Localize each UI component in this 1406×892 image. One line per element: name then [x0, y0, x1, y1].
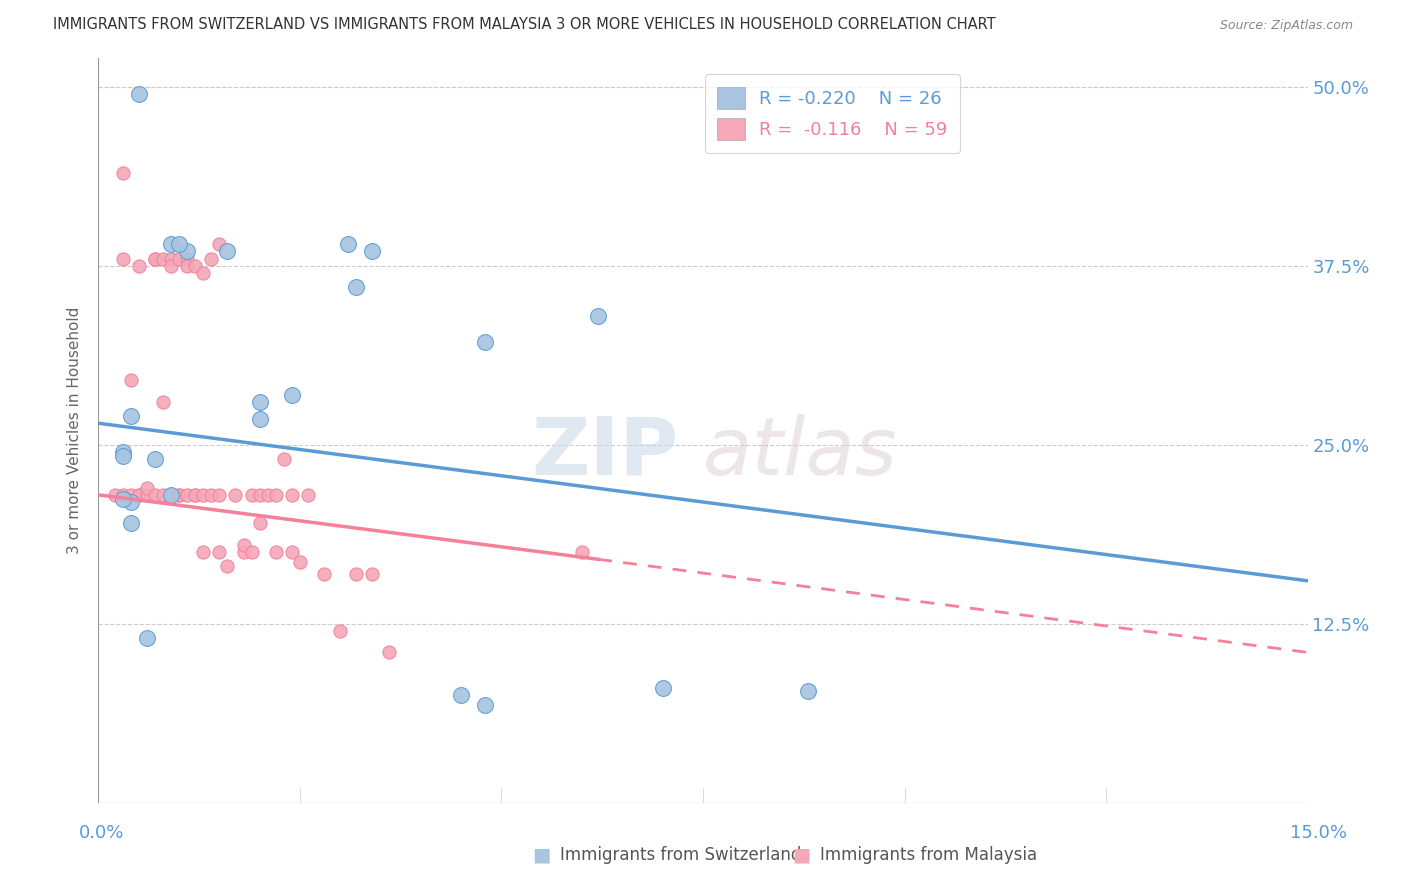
Point [176, 488, 198, 502]
Point [249, 488, 271, 502]
Point [256, 488, 278, 502]
Point [160, 252, 183, 266]
Point [184, 488, 207, 502]
Point [135, 481, 157, 495]
Text: atlas: atlas [703, 414, 898, 491]
Point [361, 244, 384, 259]
Point [474, 334, 496, 349]
Point [176, 244, 198, 259]
Point [450, 689, 472, 703]
Point [208, 237, 231, 252]
Point [249, 412, 271, 426]
Point [232, 545, 254, 559]
Point [160, 237, 183, 252]
Text: Immigrants from Malaysia: Immigrants from Malaysia [820, 846, 1036, 863]
Point [160, 488, 183, 502]
Point [281, 387, 304, 401]
Point [152, 488, 174, 502]
Point [329, 624, 352, 638]
Point [193, 545, 215, 559]
Text: ■: ■ [531, 845, 551, 864]
Point [103, 488, 125, 502]
Text: Immigrants from Switzerland: Immigrants from Switzerland [560, 846, 801, 863]
Text: 15.0%: 15.0% [1291, 824, 1347, 842]
Point [120, 495, 142, 509]
Point [176, 252, 198, 266]
Point [281, 545, 304, 559]
Point [314, 566, 336, 581]
Point [111, 488, 134, 502]
Point [167, 488, 190, 502]
Point [120, 488, 142, 502]
Point [200, 488, 222, 502]
Point [249, 394, 271, 409]
Point [297, 488, 319, 502]
Point [111, 252, 134, 266]
Text: 0.0%: 0.0% [79, 824, 124, 842]
Text: ZIP: ZIP [531, 414, 679, 491]
Point [111, 492, 134, 507]
Point [143, 452, 166, 467]
Point [273, 452, 295, 467]
Point [264, 545, 287, 559]
Legend: R = -0.220    N = 26, R =  -0.116    N = 59: R = -0.220 N = 26, R = -0.116 N = 59 [704, 74, 960, 153]
Point [143, 488, 166, 502]
Point [288, 555, 311, 569]
Point [264, 488, 287, 502]
Point [120, 373, 142, 387]
Point [111, 449, 134, 463]
Point [651, 681, 673, 696]
Point [474, 698, 496, 713]
Point [217, 244, 239, 259]
Text: Source: ZipAtlas.com: Source: ZipAtlas.com [1219, 20, 1353, 32]
Point [337, 237, 360, 252]
Point [128, 87, 150, 101]
Point [128, 259, 150, 273]
Point [208, 545, 231, 559]
Point [135, 631, 157, 645]
Point [240, 488, 263, 502]
Point [160, 259, 183, 273]
Point [200, 252, 222, 266]
Point [217, 559, 239, 574]
Point [344, 280, 367, 294]
Point [167, 488, 190, 502]
Point [586, 309, 609, 323]
Point [120, 516, 142, 531]
Point [224, 488, 246, 502]
Text: IMMIGRANTS FROM SWITZERLAND VS IMMIGRANTS FROM MALAYSIA 3 OR MORE VEHICLES IN HO: IMMIGRANTS FROM SWITZERLAND VS IMMIGRANT… [53, 18, 995, 32]
Point [152, 394, 174, 409]
Point [797, 684, 820, 698]
Point [167, 252, 190, 266]
Point [128, 488, 150, 502]
Point [249, 516, 271, 531]
Point [135, 488, 157, 502]
Point [193, 488, 215, 502]
Point [571, 545, 593, 559]
Point [176, 259, 198, 273]
Point [344, 566, 367, 581]
Point [143, 252, 166, 266]
Y-axis label: 3 or more Vehicles in Household: 3 or more Vehicles in Household [67, 307, 83, 554]
Point [193, 266, 215, 280]
Point [167, 237, 190, 252]
Point [208, 488, 231, 502]
Point [111, 445, 134, 459]
Point [240, 545, 263, 559]
Point [128, 488, 150, 502]
Point [184, 488, 207, 502]
Point [160, 488, 183, 502]
Text: ■: ■ [792, 845, 811, 864]
Point [120, 409, 142, 423]
Point [232, 538, 254, 552]
Point [361, 566, 384, 581]
Point [143, 252, 166, 266]
Point [152, 252, 174, 266]
Point [377, 645, 399, 659]
Point [111, 165, 134, 179]
Point [281, 488, 304, 502]
Point [184, 259, 207, 273]
